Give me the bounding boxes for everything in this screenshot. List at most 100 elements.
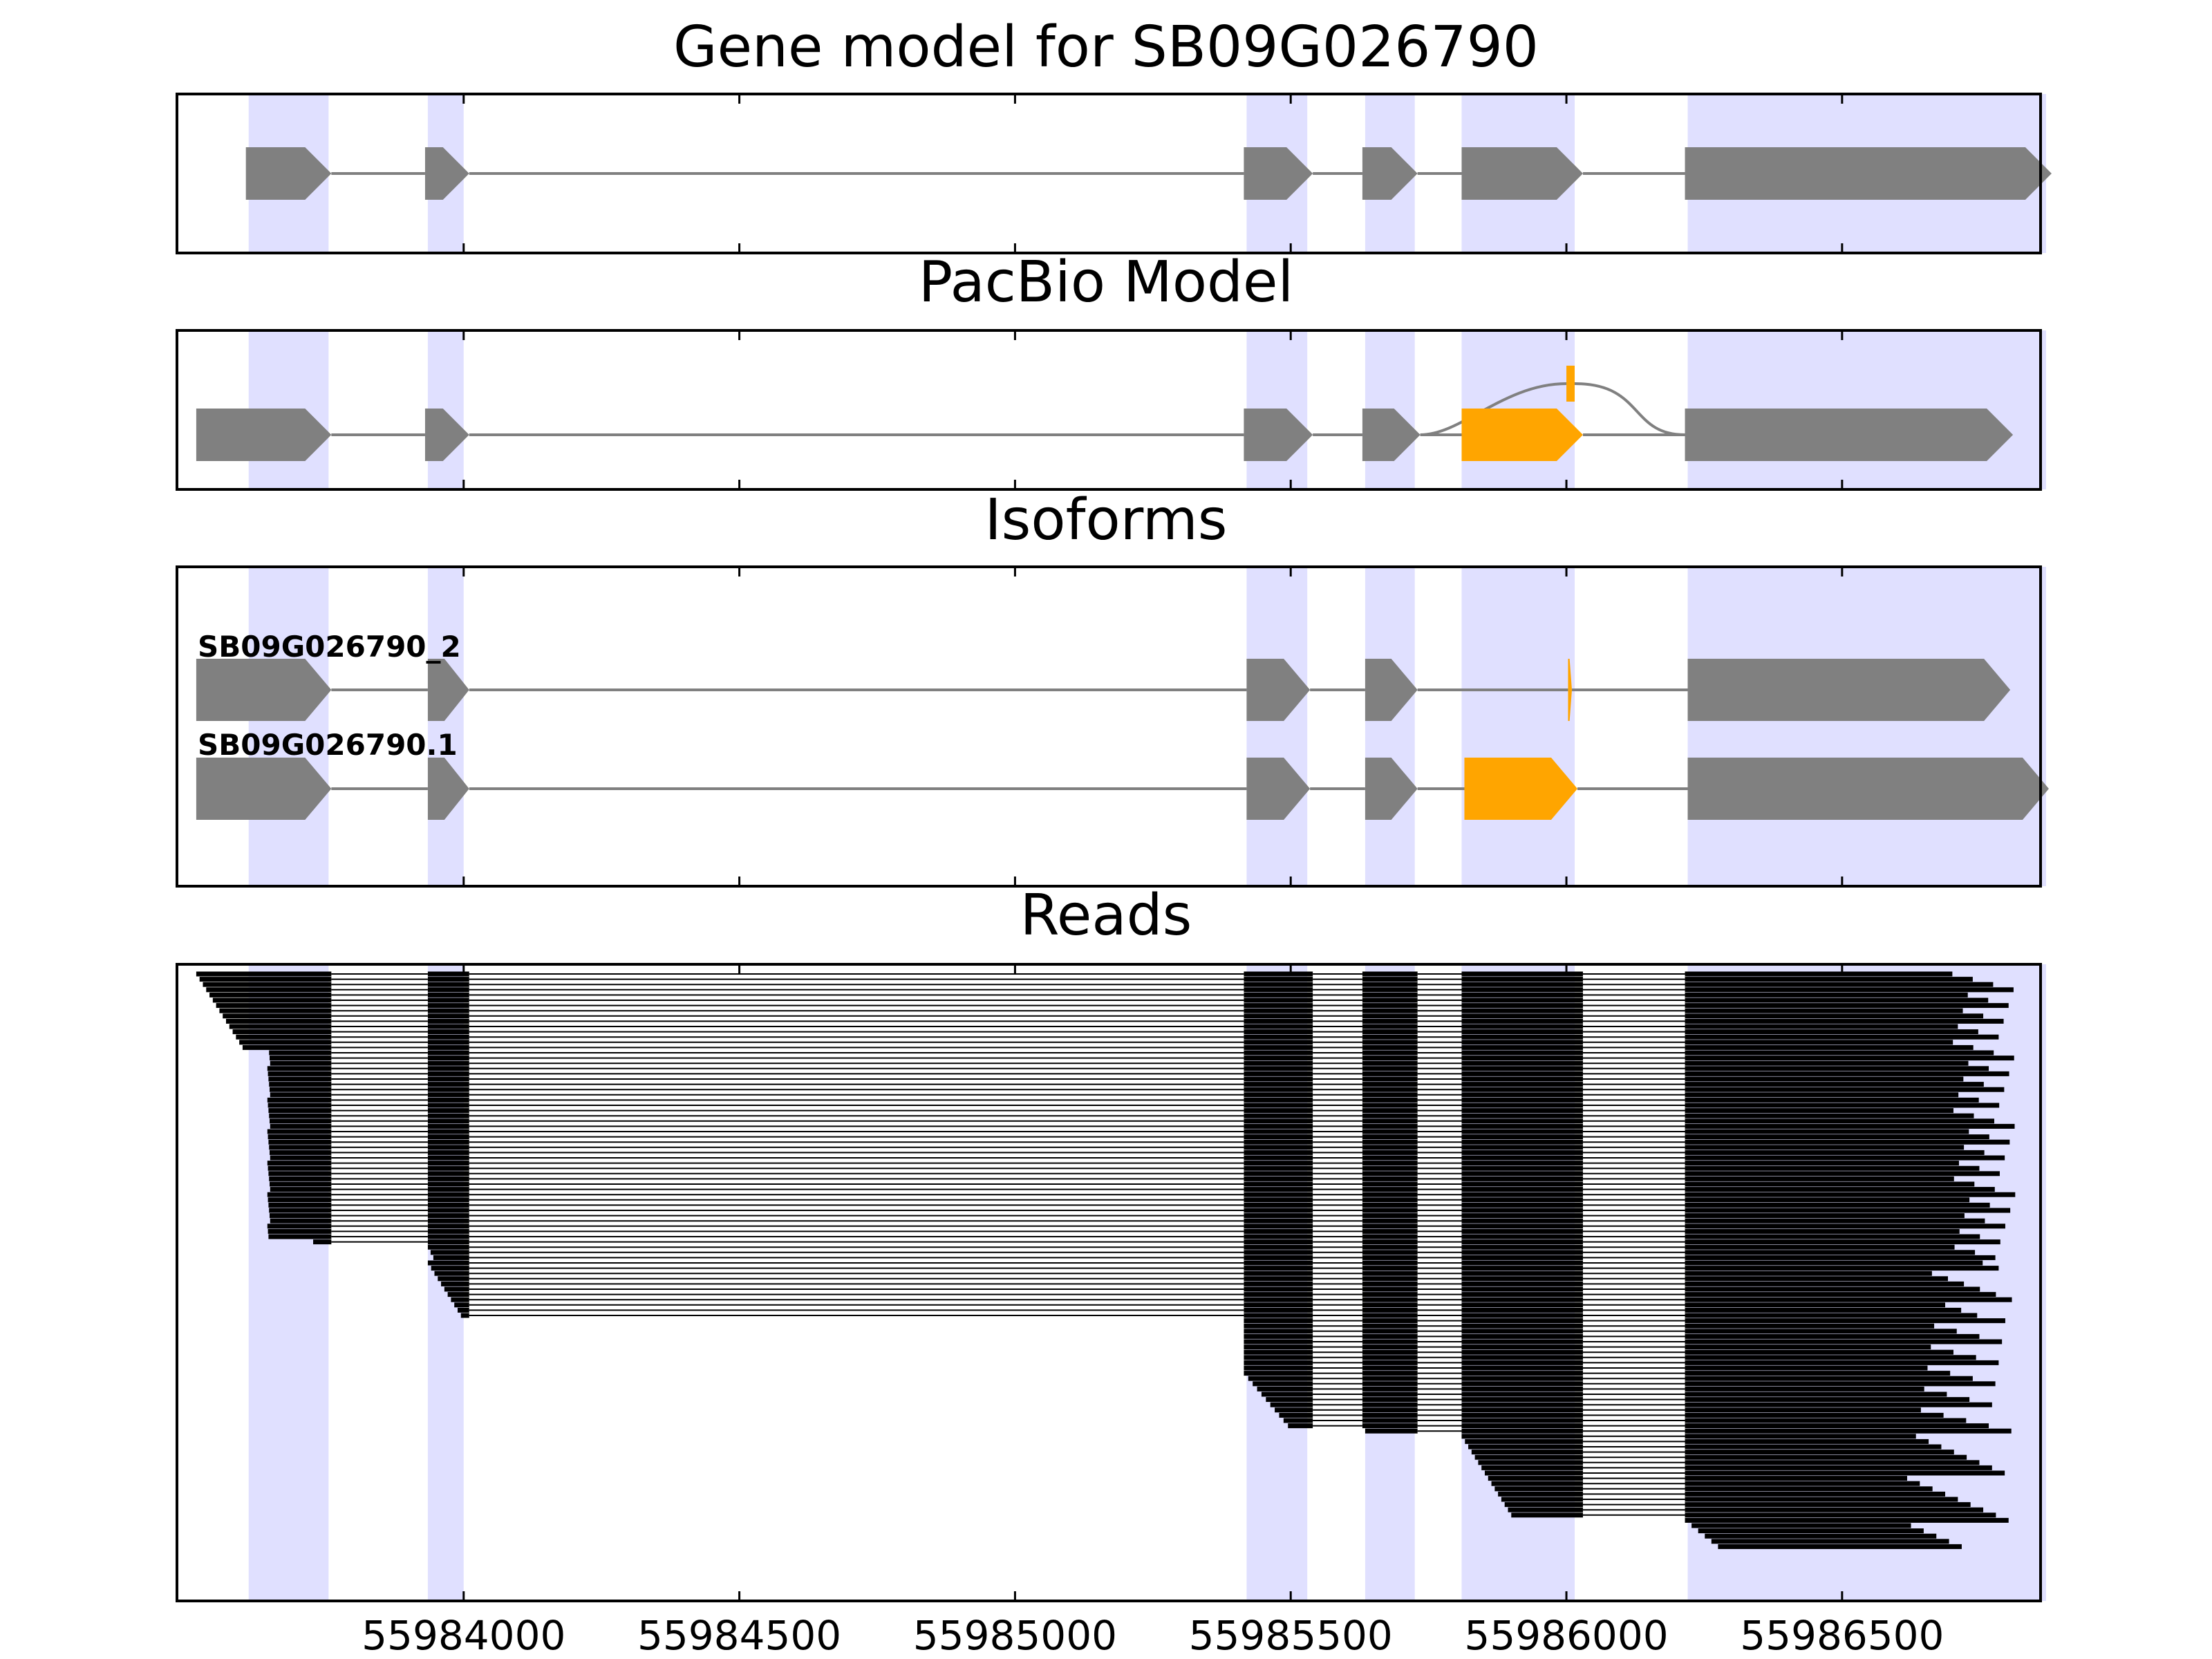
read-block [1461,1402,1583,1407]
read [1494,1486,1933,1492]
read-block [1685,1512,1996,1518]
read-block [1461,1297,1583,1302]
read-block [1362,982,1418,987]
exon [1687,659,2011,721]
read-block [1244,1108,1313,1114]
read-block [1461,1344,1583,1350]
read-block [1362,1176,1418,1181]
read-block [427,1244,469,1250]
read-block [1685,1197,1970,1203]
read-block [1685,1517,2009,1523]
read-block [267,1129,332,1134]
read-block [1362,1349,1418,1355]
read-block [1685,1486,1933,1492]
read-block [1362,1213,1418,1219]
read-block [1362,1218,1418,1224]
exon [1246,758,1311,820]
read-block [223,1013,332,1019]
read-block [1685,1281,1965,1286]
read-block [1461,1050,1583,1056]
read [267,1192,2016,1197]
read-block [427,1097,469,1103]
read-block [1362,1266,1418,1271]
read-block [1488,1476,1583,1481]
read-block [1461,1423,1583,1429]
read-block [427,1161,469,1166]
read-block [1685,1150,1985,1155]
read-block [444,1286,469,1292]
read-block [232,1029,332,1035]
read-block [1685,1434,1916,1439]
read-block [1362,1224,1418,1229]
read-block [430,1250,469,1255]
read-block [1461,997,1583,1003]
read [269,1176,1954,1181]
read [1244,1318,2005,1324]
read-block [1244,1271,1313,1276]
read-block [1461,1302,1583,1308]
read [1244,1323,1935,1329]
alt-exon [1566,366,1575,402]
read-block [1362,1202,1418,1208]
read [270,1187,1995,1192]
read-block [427,1087,469,1092]
read-block [427,1139,469,1145]
read-block [269,1208,332,1213]
read-block [1362,1187,1418,1192]
read-block [1362,1108,1418,1114]
read-block [1685,1470,2005,1476]
read-block [427,1044,469,1050]
read-block [1362,1260,1418,1266]
read-block [1685,992,1968,997]
exon [1687,758,2049,820]
read-block [1362,1087,1418,1092]
read-block [1461,1066,1583,1071]
read-block [1461,1266,1583,1271]
read-block [1244,1092,1313,1098]
read-block [1685,1391,1947,1397]
read-block [1362,1323,1418,1329]
read-block [1362,1333,1418,1339]
read-block [1283,1418,1313,1423]
read-block [1685,1161,1959,1166]
read [1491,1481,1920,1486]
read-block [1362,1161,1418,1166]
read-block [427,982,469,987]
read-block [1244,1044,1313,1050]
read-block [1244,987,1313,993]
shaded-region [1365,567,1415,886]
read-block [268,1234,332,1239]
read-block [1685,1181,1975,1187]
read-block [1484,1470,1583,1476]
read-block [1461,1407,1583,1413]
read-block [1685,1056,2014,1061]
alt-splice-curve [1574,382,1685,436]
read-block [427,1040,469,1045]
read-block [1244,1145,1313,1150]
read-block [1362,1402,1418,1407]
read-block [427,1082,469,1087]
read-block [219,1008,332,1013]
read-block [1244,1056,1313,1061]
read-block [269,1050,332,1056]
read-block [1461,1161,1583,1166]
read-block [1685,1418,1967,1423]
read-block [1244,1218,1313,1224]
read-block [1362,1082,1418,1087]
chart-marks [196,147,2052,1549]
read [1501,1497,1958,1502]
read-block [1362,1044,1418,1050]
read [1244,1344,1931,1350]
read-block [438,1276,469,1282]
read-block [1362,1360,1418,1365]
read-block [1362,1024,1418,1029]
read-block [1244,1333,1313,1339]
read-block [1461,1134,1583,1140]
read [270,1060,1969,1066]
read-block [1244,1297,1313,1302]
read-block [427,971,469,977]
read-block [1685,1034,1999,1040]
x-tick-label: 55984500 [637,1612,841,1659]
read-block [1257,1386,1313,1391]
read-block [1461,1218,1583,1224]
